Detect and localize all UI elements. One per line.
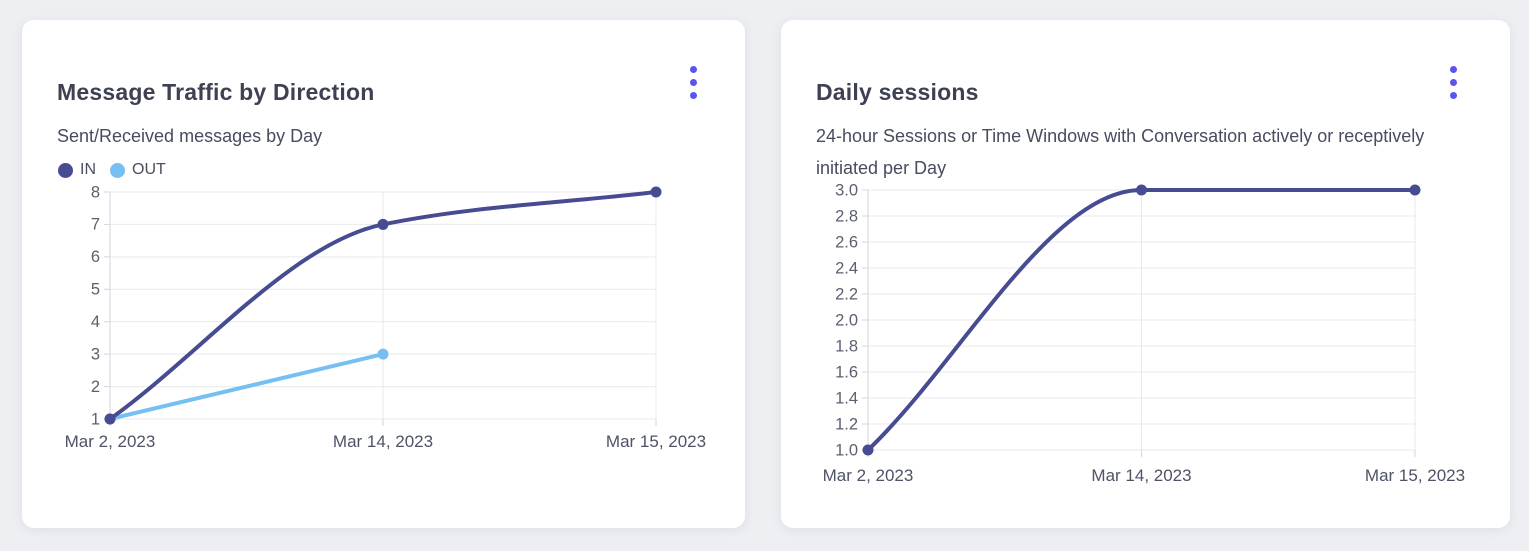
svg-text:Mar 14, 2023: Mar 14, 2023 bbox=[333, 432, 433, 451]
svg-text:3: 3 bbox=[91, 345, 100, 363]
legend-item-out[interactable]: OUT bbox=[110, 161, 166, 179]
svg-text:4: 4 bbox=[91, 313, 100, 331]
svg-text:1.6: 1.6 bbox=[835, 363, 858, 381]
svg-text:1: 1 bbox=[91, 410, 100, 428]
svg-text:Mar 2, 2023: Mar 2, 2023 bbox=[65, 432, 156, 451]
svg-text:2.4: 2.4 bbox=[835, 259, 858, 277]
line-chart-message-traffic: 1 2 3 4 5 6 7 8 Mar 2, 2023 Mar 14, 2023 Mar 15, 2… bbox=[65, 183, 706, 451]
legend-dot-in bbox=[58, 162, 73, 178]
legend-dot-out bbox=[110, 162, 125, 178]
card-subtitle: Sent/Received messages by Day bbox=[57, 126, 323, 146]
legend-label-in: IN bbox=[80, 161, 96, 178]
card-subtitle: 24-hour Sessions or Time Windows with Co… bbox=[816, 126, 1425, 178]
kebab-menu-icon bbox=[689, 65, 697, 73]
legend-item-in[interactable]: IN bbox=[58, 161, 96, 179]
svg-text:3.0: 3.0 bbox=[835, 182, 858, 199]
svg-text:6: 6 bbox=[91, 248, 100, 266]
svg-text:7: 7 bbox=[91, 216, 100, 234]
svg-text:1.4: 1.4 bbox=[835, 389, 858, 407]
svg-text:2: 2 bbox=[91, 378, 100, 396]
svg-text:1.8: 1.8 bbox=[835, 337, 858, 355]
svg-text:2.0: 2.0 bbox=[835, 311, 858, 329]
card-title: Message Traffic by Direction bbox=[57, 79, 375, 106]
kebab-menu-icon bbox=[1449, 65, 1457, 73]
svg-text:2.8: 2.8 bbox=[835, 207, 858, 225]
kebab-menu-button[interactable] bbox=[679, 60, 707, 104]
card-title: Daily sessions bbox=[816, 79, 979, 106]
svg-text:2.6: 2.6 bbox=[835, 233, 858, 251]
svg-text:5: 5 bbox=[91, 281, 100, 299]
svg-text:Mar 14, 2023: Mar 14, 2023 bbox=[1091, 466, 1191, 485]
svg-text:Mar 15, 2023: Mar 15, 2023 bbox=[1365, 466, 1465, 485]
card-message-traffic: Message Traffic by Direction Sent/Receiv… bbox=[22, 20, 745, 528]
svg-text:Mar 15, 2023: Mar 15, 2023 bbox=[606, 432, 706, 451]
svg-text:1.2: 1.2 bbox=[835, 415, 858, 433]
card-daily-sessions: Daily sessions 24-hour Sessions or Time … bbox=[781, 20, 1510, 528]
legend-label-out: OUT bbox=[132, 161, 166, 178]
kebab-menu-button[interactable] bbox=[1439, 60, 1467, 104]
svg-text:Mar 2, 2023: Mar 2, 2023 bbox=[823, 466, 914, 485]
chart-legend: IN OUT bbox=[58, 161, 166, 179]
line-chart-daily-sessions: 1.0 1.2 1.4 1.6 1.8 2.0 2.2 2.4 2.6 2.8 3.0 Mar 2, … bbox=[823, 182, 1465, 485]
svg-text:1.0: 1.0 bbox=[835, 441, 858, 459]
svg-text:2.2: 2.2 bbox=[835, 285, 858, 303]
svg-text:8: 8 bbox=[91, 183, 100, 201]
